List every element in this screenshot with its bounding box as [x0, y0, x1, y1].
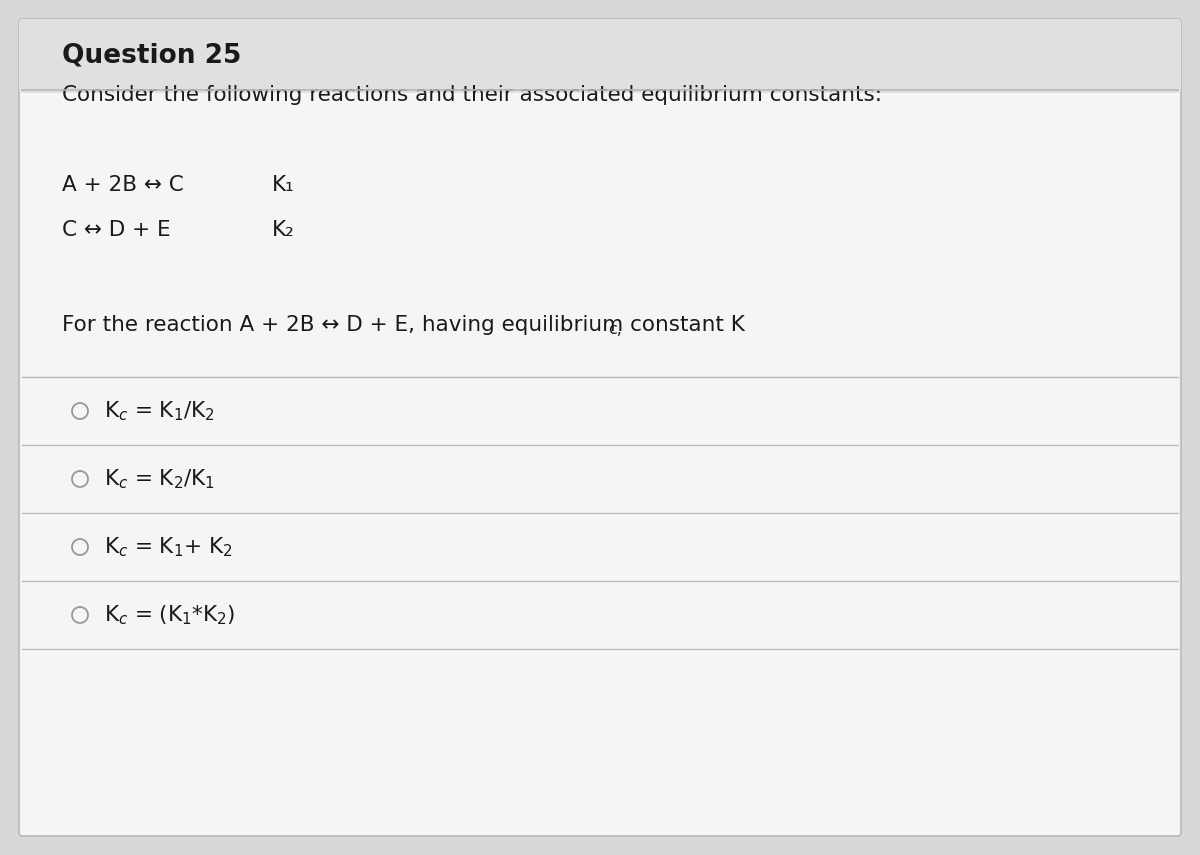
Text: For the reaction A + 2B ↔ D + E, having equilibrium constant K: For the reaction A + 2B ↔ D + E, having …: [62, 315, 745, 335]
Text: K$_c$ = K$_2$/K$_1$: K$_c$ = K$_2$/K$_1$: [104, 467, 215, 491]
Text: A + 2B ↔ C: A + 2B ↔ C: [62, 175, 184, 195]
FancyBboxPatch shape: [19, 19, 1181, 836]
Text: Consider the following reactions and their associated equilibrium constants:: Consider the following reactions and the…: [62, 85, 882, 105]
Text: Question 25: Question 25: [62, 43, 241, 69]
Text: K₁: K₁: [272, 175, 295, 195]
Text: K₂: K₂: [272, 220, 295, 240]
Bar: [22, 56, 1178, 90]
Text: C ↔ D + E: C ↔ D + E: [62, 220, 170, 240]
Text: K$_c$ = K$_1$+ K$_2$: K$_c$ = K$_1$+ K$_2$: [104, 535, 233, 559]
FancyBboxPatch shape: [19, 19, 1181, 93]
Text: c,: c,: [608, 321, 623, 337]
Text: K$_c$ = K$_1$/K$_2$: K$_c$ = K$_1$/K$_2$: [104, 399, 215, 423]
Text: K$_c$ = (K$_1$*K$_2$): K$_c$ = (K$_1$*K$_2$): [104, 603, 235, 627]
